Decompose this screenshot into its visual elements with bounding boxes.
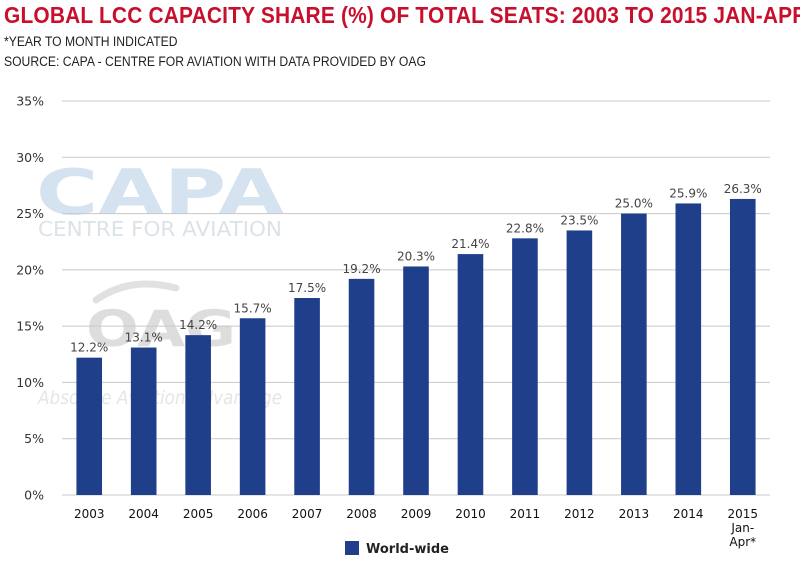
x-tick-label: Apr*	[729, 535, 756, 549]
y-tick-label: 15%	[16, 319, 44, 334]
x-tick-label: 2003	[74, 507, 105, 521]
y-tick-label: 25%	[16, 206, 44, 221]
bars	[76, 198, 756, 496]
data-label: 26.3%	[724, 182, 762, 196]
y-axis-labels: 0% 5% 10% 15% 20% 25% 30% 35%	[16, 94, 44, 503]
bar[interactable]	[621, 213, 647, 496]
bar[interactable]	[403, 266, 429, 495]
data-label: 21.4%	[451, 237, 489, 251]
y-tick-label: 30%	[16, 150, 44, 165]
x-tick-label: 2011	[510, 507, 541, 521]
data-label: 15.7%	[234, 301, 272, 315]
y-tick-label: 35%	[16, 94, 44, 109]
footnote: *YEAR TO MONTH INDICATED	[4, 34, 178, 49]
data-label: 14.2%	[179, 318, 217, 332]
legend-label: World-wide	[366, 542, 449, 557]
y-tick-label: 10%	[16, 375, 44, 390]
data-label: 17.5%	[288, 281, 326, 295]
data-label: 20.3%	[397, 249, 435, 263]
bar[interactable]	[294, 298, 320, 495]
legend-swatch	[345, 541, 359, 555]
bar[interactable]	[566, 230, 593, 495]
x-tick-label: Jan-	[730, 521, 754, 535]
x-tick-label: 2008	[346, 507, 377, 521]
bar[interactable]	[729, 198, 756, 496]
data-label: 23.5%	[560, 213, 598, 227]
bar[interactable]	[239, 318, 266, 495]
x-tick-label: 2006	[237, 507, 268, 521]
capa-tagline: CENTRE FOR AVIATION	[38, 217, 282, 241]
bar[interactable]	[512, 238, 538, 495]
x-tick-label: 2013	[619, 507, 650, 521]
bar[interactable]	[675, 203, 702, 495]
bar[interactable]	[130, 347, 157, 495]
x-tick-label: 2004	[128, 507, 159, 521]
bar[interactable]	[457, 254, 484, 495]
x-axis-labels: 2003 2004 2005 2006 2007 2008 2009 2010 2011 2012…	[74, 507, 758, 549]
x-tick-label: 2007	[292, 507, 323, 521]
y-tick-label: 0%	[24, 488, 44, 503]
x-tick-label: 2009	[401, 507, 432, 521]
capa-logo: CAPA	[36, 156, 284, 229]
data-label: 12.2%	[70, 341, 108, 355]
x-tick-label: 2012	[564, 507, 595, 521]
x-tick-label: 2015	[727, 507, 758, 521]
data-label: 25.0%	[615, 197, 653, 211]
y-tick-label: 5%	[24, 431, 44, 446]
x-tick-label: 2010	[455, 507, 486, 521]
x-tick-label: 2005	[183, 507, 214, 521]
x-tick-label: 2014	[673, 507, 704, 521]
bar[interactable]	[348, 278, 375, 495]
data-labels: 12.2% 13.1% 14.2% 15.7% 17.5% 19.2% 20.3% 21.4%…	[70, 182, 762, 355]
oag-logo: OAG	[86, 300, 236, 358]
data-label: 19.2%	[342, 262, 380, 276]
bar[interactable]	[185, 335, 211, 495]
data-label: 25.9%	[669, 186, 707, 200]
data-label: 13.1%	[125, 331, 163, 345]
y-tick-label: 20%	[16, 262, 44, 277]
legend[interactable]: World-wide	[345, 541, 449, 557]
data-label: 22.8%	[506, 221, 544, 235]
chart-title: GLOBAL LCC CAPACITY SHARE (%) OF TOTAL S…	[4, 2, 800, 28]
bar[interactable]	[76, 357, 103, 495]
oag-swoosh	[92, 280, 180, 304]
source-note: SOURCE: CAPA - CENTRE FOR AVIATION WITH …	[4, 54, 426, 69]
